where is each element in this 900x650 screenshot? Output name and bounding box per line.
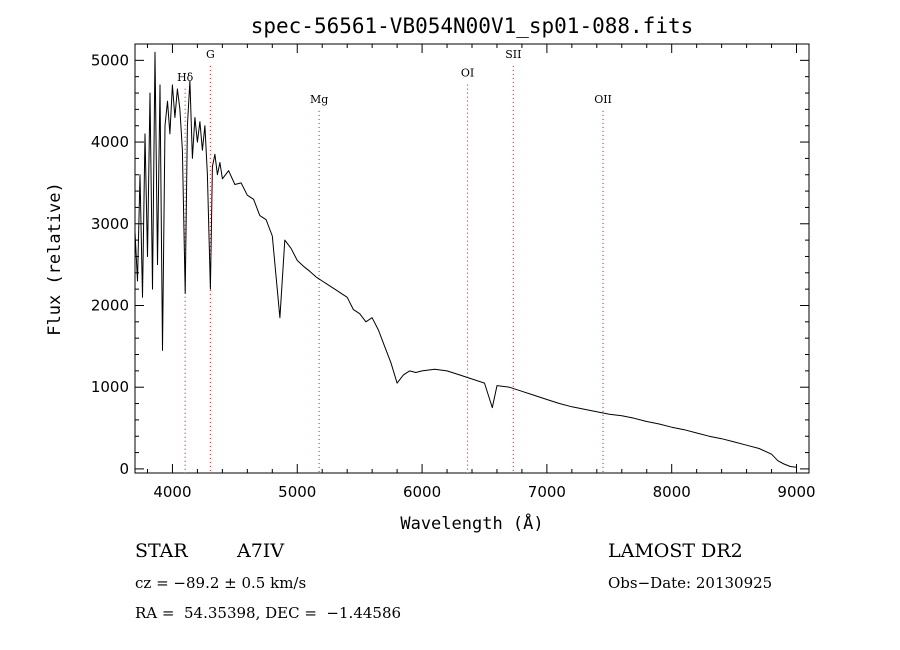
line-label: Mg <box>310 93 328 106</box>
observation-date: Obs−Date: 20130925 <box>608 574 773 592</box>
x-tick-label: 7000 <box>528 483 566 501</box>
y-tick-label: 3000 <box>91 215 129 233</box>
spectral-line-markers: Hδ G Mg OI SII OII <box>177 48 612 473</box>
y-tick-label: 2000 <box>91 296 129 314</box>
y-tick-label: 5000 <box>91 51 129 69</box>
plot-frame <box>134 43 810 474</box>
line-label: OII <box>594 93 612 106</box>
x-tick-label: 6000 <box>403 483 441 501</box>
chart-title: spec-56561-VB054N00V1_sp01-088.fits <box>251 14 694 38</box>
object-class: STAR <box>135 540 188 562</box>
coordinates-readout: RA = 54.35398, DEC = −1.44586 <box>135 604 402 622</box>
x-tick-label: 4000 <box>153 483 191 501</box>
axis-ticks: 4000 5000 6000 7000 8000 9000 0 1000 2000 3000 400… <box>91 44 816 501</box>
line-label: G <box>206 48 215 61</box>
line-label: OI <box>461 67 474 80</box>
redshift-readout: cz = −89.2 ± 0.5 km/s <box>135 574 307 592</box>
survey-name: LAMOST DR2 <box>608 540 743 562</box>
y-tick-label: 0 <box>119 460 129 478</box>
x-tick-label: 9000 <box>777 483 815 501</box>
line-label: Hδ <box>177 71 194 84</box>
spectrum-line-0 <box>134 51 797 468</box>
x-tick-label: 8000 <box>653 483 691 501</box>
spectrum-chart: spec-56561-VB054N00V1_sp01-088.fits 4000… <box>45 14 816 534</box>
x-axis-label: Wavelength (Å) <box>400 512 543 534</box>
spectrum-series <box>134 51 797 468</box>
y-tick-label: 1000 <box>91 378 129 396</box>
y-tick-label: 4000 <box>91 133 129 151</box>
x-tick-label: 5000 <box>278 483 316 501</box>
object-subclass: A7IV <box>237 540 285 562</box>
y-axis-label: Flux (relative) <box>45 182 65 336</box>
line-label: SII <box>505 48 521 61</box>
